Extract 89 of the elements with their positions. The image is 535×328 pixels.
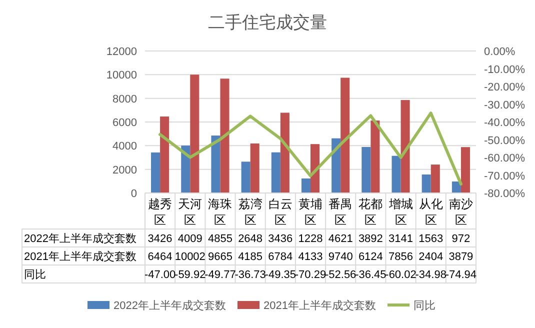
data-label: 1563 <box>418 233 444 245</box>
y-tick-label: 8000 <box>112 93 137 106</box>
chart-title: 二手住宅成交量 <box>208 13 327 32</box>
data-label: 1228 <box>298 233 323 245</box>
y-tick-label: 10000 <box>106 70 137 82</box>
data-label: 10002 <box>174 251 206 263</box>
data-label: 2404 <box>418 251 444 263</box>
x-tick-label: 从化区 <box>418 197 443 227</box>
bar <box>362 146 371 193</box>
x-tick-label: 花都区 <box>358 197 383 227</box>
data-label: 6464 <box>148 251 172 263</box>
legend-label: 同比 <box>414 299 436 312</box>
data-label: 4855 <box>208 233 232 245</box>
bar <box>211 136 220 193</box>
y2-tick-label: -60.00% <box>484 152 526 164</box>
data-label: -36.73 <box>234 269 266 281</box>
data-label: 3436 <box>268 233 293 245</box>
y-tick-label: 12000 <box>106 46 137 58</box>
bar <box>392 156 401 193</box>
data-label: 972 <box>452 233 470 245</box>
bar <box>181 146 190 193</box>
x-tick-label: 南沙区 <box>448 197 473 227</box>
data-label: 4621 <box>328 233 353 245</box>
bar <box>151 152 160 193</box>
bar <box>271 152 280 193</box>
bar <box>301 178 310 193</box>
legend-label: 2022年上半年成交套数 <box>114 299 226 312</box>
y2-tick-label: -70.00% <box>484 170 526 182</box>
y-tick-label: 2000 <box>112 164 137 176</box>
data-label: 4133 <box>298 251 323 263</box>
data-label: -70.29 <box>294 269 326 281</box>
data-label: -52.56 <box>324 269 356 281</box>
data-label: 9665 <box>208 251 232 263</box>
data-label: 3879 <box>448 251 474 263</box>
data-label: 3426 <box>148 233 172 245</box>
y2-tick-label: -10.00% <box>484 64 526 76</box>
bar <box>422 174 431 193</box>
bar <box>220 78 230 193</box>
y2-tick-label: -20.00% <box>484 82 526 94</box>
bar <box>460 147 470 193</box>
data-label: 2648 <box>238 233 263 245</box>
data-label: -74.94 <box>445 269 477 281</box>
data-label: -59.92 <box>174 269 206 281</box>
bar <box>430 164 440 193</box>
data-label: 7856 <box>388 251 414 263</box>
x-tick-label: 黄埔区 <box>298 197 322 227</box>
x-tick-label: 海珠区 <box>208 197 232 227</box>
data-label: -34.98 <box>415 269 446 281</box>
bar <box>310 144 320 193</box>
y2-tick-label: -80.00% <box>484 188 526 200</box>
data-label: 6784 <box>268 251 293 263</box>
bar <box>241 162 250 193</box>
x-tick-label: 番禺区 <box>328 197 353 227</box>
data-label: -60.02 <box>385 269 416 281</box>
x-tick-label: 越秀区 <box>148 197 172 227</box>
text: 2021年上半年成交套数 <box>24 251 136 263</box>
bar <box>370 120 380 193</box>
data-label: 4009 <box>178 233 202 245</box>
data-label: 9740 <box>328 251 353 263</box>
x-tick-label: 增城区 <box>388 197 413 227</box>
y2-tick-label: 0.00% <box>484 46 516 58</box>
x-tick-label: 荔湾区 <box>238 197 262 227</box>
data-label: 4185 <box>238 251 263 263</box>
y-tick-label: 4000 <box>112 140 137 153</box>
bar <box>340 78 350 193</box>
text: 2022年上半年成交套数 <box>24 233 136 245</box>
text: 同比 <box>24 269 46 281</box>
data-label: 6124 <box>358 251 383 263</box>
y-tick-label: 0 <box>130 188 137 200</box>
y2-tick-label: -50.00% <box>484 134 526 147</box>
data-label: -47.00 <box>144 269 176 281</box>
bar <box>190 74 200 193</box>
bar <box>250 143 260 193</box>
data-label: -49.77 <box>204 269 236 281</box>
bar <box>160 116 170 193</box>
x-tick-label: 白云区 <box>268 197 292 227</box>
bar <box>280 112 290 193</box>
data-label: -49.35 <box>264 269 296 281</box>
data-label: -36.45 <box>355 269 386 281</box>
x-tick-label: 天河区 <box>178 197 202 227</box>
y2-tick-label: -30.00% <box>484 99 526 112</box>
bar <box>332 138 341 193</box>
data-label: 3892 <box>358 233 383 245</box>
y2-tick-label: -40.00% <box>484 117 526 129</box>
line-series <box>158 112 462 186</box>
bar <box>400 100 410 193</box>
legend-label: 2021年上半年成交套数 <box>264 299 376 312</box>
y-tick-label: 6000 <box>112 117 137 129</box>
data-label: 3141 <box>388 233 414 245</box>
